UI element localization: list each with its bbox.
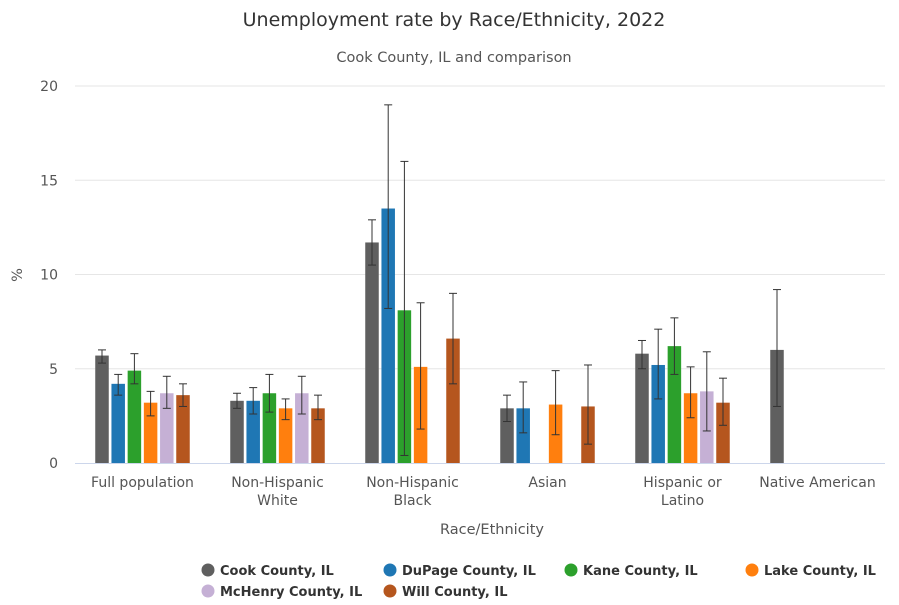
legend-swatch xyxy=(745,563,759,577)
bar[interactable] xyxy=(230,400,244,463)
bar[interactable] xyxy=(246,400,260,463)
y-axis-title: % xyxy=(10,268,26,282)
x-tick-label: Non-Hispanic xyxy=(366,475,459,491)
legend-swatch xyxy=(201,584,215,598)
legend-item[interactable]: DuPage County, IL xyxy=(383,563,536,580)
legend-label: Will County, IL xyxy=(402,585,507,600)
bar[interactable] xyxy=(635,353,649,463)
bar-layer xyxy=(95,208,784,463)
y-tick-label: 10 xyxy=(40,268,58,284)
y-tick-label: 5 xyxy=(49,362,58,378)
grid-layer: 0 5 10 15 20 xyxy=(40,79,885,472)
x-tick-label: Asian xyxy=(528,475,566,491)
bar[interactable] xyxy=(160,393,174,463)
bar[interactable] xyxy=(716,402,730,463)
x-tick-label: Native American xyxy=(759,475,875,491)
bar[interactable] xyxy=(127,370,142,463)
legend-swatch xyxy=(383,563,397,577)
legend-swatch xyxy=(383,584,397,598)
legend-item[interactable]: Will County, IL xyxy=(383,584,508,601)
x-tick-label: White xyxy=(257,493,298,509)
legend-label: Lake County, IL xyxy=(764,564,876,579)
y-tick-label: 0 xyxy=(49,456,58,472)
chart-subtitle: Cook County, IL and comparison xyxy=(336,50,571,66)
legend-label: DuPage County, IL xyxy=(402,564,536,579)
bar[interactable] xyxy=(446,338,460,463)
legend-item[interactable]: Cook County, IL xyxy=(201,563,334,580)
error-bar-layer xyxy=(98,104,781,456)
x-tick-label: Non-Hispanic xyxy=(231,475,324,491)
chart-title: Unemployment rate by Race/Ethnicity, 202… xyxy=(243,9,666,31)
legend-item[interactable]: McHenry County, IL xyxy=(201,584,363,601)
legend-label: Kane County, IL xyxy=(583,564,698,579)
bar[interactable] xyxy=(667,346,682,463)
bar[interactable] xyxy=(95,355,109,463)
x-axis-title: Race/Ethnicity xyxy=(440,522,544,538)
bar[interactable] xyxy=(381,208,395,463)
bar[interactable] xyxy=(176,395,190,463)
legend-label: McHenry County, IL xyxy=(220,585,362,600)
x-tick-label: Black xyxy=(394,493,433,509)
bar[interactable] xyxy=(111,383,125,463)
legend-swatch xyxy=(201,563,215,577)
legend-swatch xyxy=(564,563,578,577)
bar[interactable] xyxy=(295,393,309,463)
legend-item[interactable]: Kane County, IL xyxy=(564,563,698,580)
bar[interactable] xyxy=(278,408,293,463)
y-tick-label: 15 xyxy=(40,173,58,189)
legend[interactable]: Cook County, IL DuPage County, IL Kane Cou… xyxy=(201,563,876,601)
bar[interactable] xyxy=(262,393,277,463)
x-tick-label: Full population xyxy=(91,475,194,491)
y-tick-label: 20 xyxy=(40,79,58,95)
bar[interactable] xyxy=(683,393,698,463)
x-axis: Full population Non-Hispanic White Non-Hisp… xyxy=(75,463,885,509)
bar[interactable] xyxy=(516,408,530,463)
bar[interactable] xyxy=(311,408,325,463)
x-tick-label: Latino xyxy=(661,493,704,509)
bar[interactable] xyxy=(651,364,665,463)
legend-label: Cook County, IL xyxy=(220,564,334,579)
bar[interactable] xyxy=(143,402,158,463)
legend-item[interactable]: Lake County, IL xyxy=(745,563,876,580)
bar[interactable] xyxy=(365,242,379,463)
x-tick-label: Hispanic or xyxy=(643,475,722,491)
